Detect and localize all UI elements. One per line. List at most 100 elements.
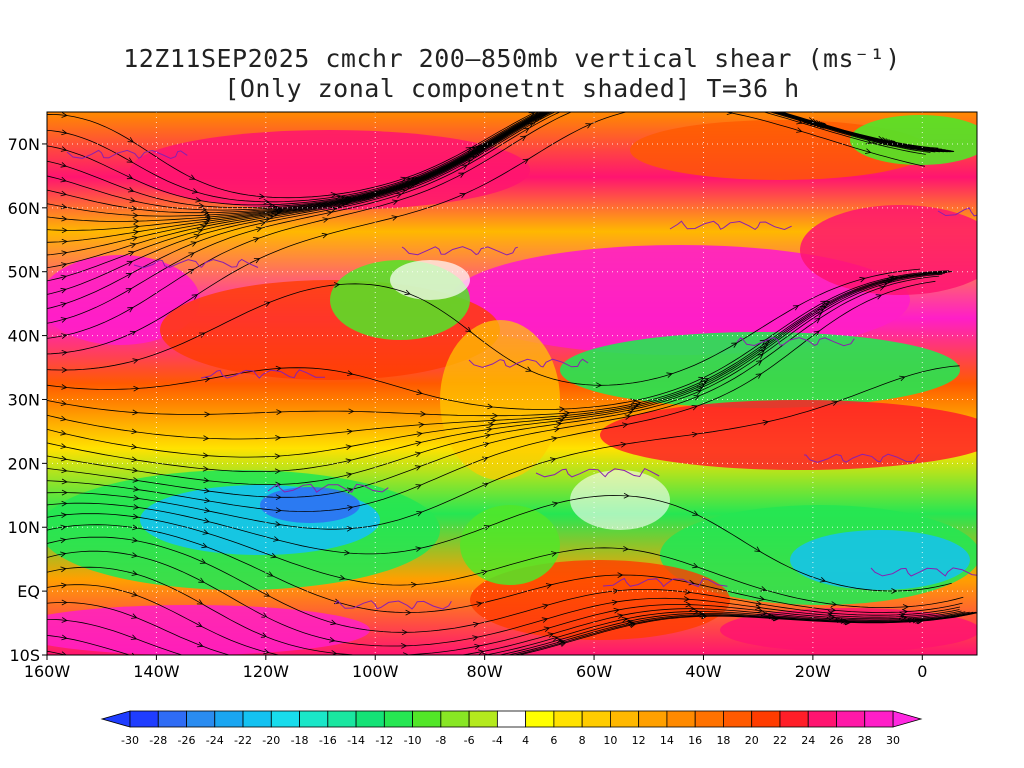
streamline-arrow <box>202 668 207 673</box>
streamline-arrow <box>697 386 704 392</box>
streamline-arrow <box>612 88 617 93</box>
streamline-arrow <box>552 501 559 508</box>
streamline-arrow <box>555 421 563 428</box>
streamline-arrow <box>611 89 616 94</box>
streamline-arrow <box>754 103 759 108</box>
streamline-arrow <box>891 588 898 594</box>
streamline-arrow <box>321 232 329 239</box>
streamline-arrow <box>189 174 196 180</box>
streamline-arrow <box>551 436 558 442</box>
streamline-arrow <box>629 622 637 629</box>
streamline-arrow <box>345 444 353 451</box>
streamline-arrow <box>131 235 139 242</box>
colorbar-swatch <box>299 710 329 728</box>
streamline-arrow <box>693 395 700 401</box>
streamline-arrow <box>61 500 68 507</box>
streamline-arrow <box>758 349 766 356</box>
streamline-arrow <box>131 591 138 597</box>
streamline-arrow <box>689 605 696 612</box>
streamline-arrow <box>600 88 605 93</box>
colorbar-right-arrow <box>892 710 923 728</box>
streamline-arrow <box>131 613 138 619</box>
streamline-arrow <box>621 422 629 429</box>
colorbar-swatch <box>836 710 866 728</box>
streamline-arrow <box>672 85 677 90</box>
streamline-arrow <box>607 88 612 93</box>
streamline <box>47 536 961 633</box>
streamline-arrow <box>661 89 666 94</box>
contour-line <box>267 483 389 493</box>
map-frame <box>46 111 978 656</box>
streamline-arrow <box>126 173 134 180</box>
streamline-arrow <box>414 451 422 458</box>
streamline-arrow <box>726 112 733 115</box>
streamline-arrow <box>609 90 614 95</box>
streamline-arrow <box>128 250 135 257</box>
colorbar-left-arrow <box>100 710 131 728</box>
streamline-arrow <box>796 127 803 133</box>
streamline-arrow <box>420 411 427 417</box>
streamline-arrow <box>487 403 494 410</box>
streamline-arrow <box>127 307 134 313</box>
streamline-arrow <box>465 326 472 333</box>
colorbar-label: -8 <box>435 734 446 747</box>
streamline-arrow <box>458 172 465 178</box>
streamline-arrow <box>485 654 487 655</box>
streamline-arrow <box>61 367 68 373</box>
streamline-arrow <box>339 574 346 581</box>
streamline <box>47 270 950 410</box>
streamline-arrow <box>60 162 67 168</box>
streamline-arrow <box>543 626 551 632</box>
streamline-arrow <box>527 122 534 129</box>
streamline <box>47 275 940 498</box>
streamline-arrow <box>417 666 422 671</box>
streamline-arrow <box>344 549 351 556</box>
streamline-arrow <box>762 419 769 426</box>
streamline-arrow <box>560 641 567 647</box>
streamline-arrow <box>461 164 468 170</box>
streamline-arrow <box>656 92 661 97</box>
streamline-arrow <box>333 282 341 288</box>
streamline-arrow <box>61 384 68 390</box>
streamline-arrow <box>330 192 337 198</box>
colorbar-label: 14 <box>660 734 674 747</box>
colorbar-label: 24 <box>801 734 815 747</box>
streamline-arrow <box>130 634 138 640</box>
lat-tick-label: 10N <box>8 518 40 537</box>
streamline-arrow <box>488 422 495 428</box>
colorbar-label: 18 <box>716 734 730 747</box>
streamline-arrow <box>60 317 68 323</box>
streamline-arrow <box>418 422 425 428</box>
colorbar-swatch <box>157 710 187 728</box>
latitude-labels: 70N 60N 50N 40N 30N 20N 10N EQ 10S <box>8 135 47 665</box>
contour-line <box>334 599 452 610</box>
streamline-arrow <box>416 389 423 395</box>
streamline-arrow <box>589 98 595 103</box>
streamline <box>47 524 963 614</box>
lat-tick-label: 60N <box>8 199 40 218</box>
colorbar-swatch <box>779 710 809 728</box>
streamline-arrow <box>881 281 888 288</box>
streamline-arrow <box>60 582 68 589</box>
streamline-arrow <box>60 415 67 422</box>
colorbar: -30 -28 -26 -24 -22 -20 -18 -16 -14 -12 -10 -8 -6 -4 4… <box>100 710 923 747</box>
streamline-arrow <box>203 487 211 494</box>
streamline-arrow <box>488 657 493 662</box>
streamline-arrow <box>343 668 348 673</box>
streamline-arrow <box>477 649 485 655</box>
streamline <box>47 513 964 609</box>
streamline-arrow <box>878 285 886 291</box>
streamline-arrow <box>60 429 67 436</box>
lat-tick-label: 30N <box>8 390 40 409</box>
streamline-arrow <box>604 88 609 93</box>
streamline-arrow <box>688 579 695 586</box>
streamline-arrow <box>595 382 603 389</box>
streamline-arrow <box>666 88 671 93</box>
streamline-arrow <box>483 525 491 531</box>
streamline-arrow <box>329 636 336 643</box>
streamline-arrow <box>840 618 847 624</box>
colorbar-swatch <box>468 710 498 728</box>
colorbar-swatch <box>694 710 724 728</box>
streamline-arrow <box>545 583 553 589</box>
